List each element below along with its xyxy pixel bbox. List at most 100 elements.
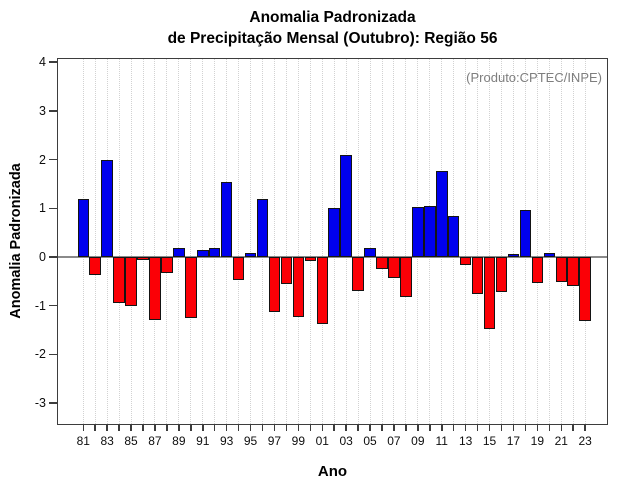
gridline <box>273 59 275 424</box>
gridline <box>154 59 156 424</box>
x-axis-tick <box>166 424 168 431</box>
y-axis-tick-label: -2 <box>34 347 46 362</box>
y-axis-tick-label: 0 <box>39 250 46 264</box>
x-axis-tick <box>249 424 252 431</box>
x-axis-tick <box>333 424 335 431</box>
gridline <box>357 59 359 424</box>
x-axis-tick-label: 03 <box>339 434 353 448</box>
y-axis-tick-label: -1 <box>34 298 46 313</box>
x-axis-tick <box>452 424 455 431</box>
gridline <box>548 59 550 424</box>
gridline <box>166 59 168 424</box>
x-axis-tick-label: 19 <box>530 434 545 448</box>
y-axis-tick <box>49 158 58 161</box>
bar <box>328 208 340 257</box>
bar <box>173 247 185 257</box>
x-axis-tick-label: 21 <box>554 434 568 448</box>
bar <box>471 257 484 294</box>
bar <box>232 257 245 281</box>
bar <box>89 257 101 276</box>
x-axis-tick <box>237 424 240 431</box>
bar <box>364 247 376 257</box>
bar <box>244 253 257 257</box>
bar <box>125 257 137 307</box>
bar <box>352 257 364 291</box>
x-axis-tick <box>142 424 144 431</box>
bar <box>436 170 448 257</box>
y-axis-tick <box>49 207 58 210</box>
x-axis-tick <box>488 424 491 431</box>
x-axis-tick-label: 91 <box>196 434 210 448</box>
bar <box>531 257 544 283</box>
gridline <box>477 59 479 424</box>
x-axis-tick <box>309 424 312 431</box>
x-axis-tick <box>225 424 228 431</box>
y-axis-title: Anomalia Padronizada <box>8 163 24 319</box>
gridline <box>381 59 383 424</box>
x-axis-tick <box>500 424 503 431</box>
bar <box>101 159 113 257</box>
y-axis-tick <box>49 256 58 258</box>
gridline <box>560 59 562 424</box>
chart-title-line2: de Precipitação Mensal (Outubro): Região… <box>167 30 498 47</box>
gridline <box>393 59 395 424</box>
gridline <box>285 59 287 424</box>
bar <box>376 257 388 270</box>
x-axis-tick <box>178 424 180 431</box>
x-axis-tick <box>94 424 96 431</box>
x-axis-tick-label: 05 <box>363 434 377 448</box>
bar <box>113 257 125 303</box>
gridline <box>584 59 586 424</box>
gridline <box>369 59 371 424</box>
y-axis-tick <box>49 304 58 307</box>
x-axis-tick-label: 97 <box>267 434 282 448</box>
x-axis-tick <box>82 424 84 431</box>
gridline <box>202 59 204 424</box>
gridline <box>130 59 132 424</box>
bar <box>197 250 209 257</box>
gridline <box>536 59 538 424</box>
bar <box>447 215 460 257</box>
x-axis-tick <box>536 424 539 431</box>
x-axis-tick <box>285 424 288 431</box>
plot-area: 4 3 2 1 0 -1 -2 -3 81 83 85 87 89 91 93 95 97 99 01 03 05 07 0… <box>35 55 608 447</box>
x-axis-tick <box>213 424 216 431</box>
x-axis-tick-label: 85 <box>124 434 138 448</box>
x-axis-tick-label: 13 <box>458 434 473 448</box>
bar <box>292 257 305 318</box>
x-axis-tick-label: 99 <box>291 434 306 448</box>
x-axis-tick <box>417 424 419 431</box>
bar <box>208 247 221 257</box>
x-axis-tick <box>429 424 431 431</box>
x-axis-tick <box>118 424 120 431</box>
x-axis-tick <box>297 424 300 431</box>
zero-line <box>58 256 607 258</box>
y-axis-tick <box>49 61 58 63</box>
x-axis-tick <box>106 424 108 431</box>
x-axis-tick-label: 23 <box>578 434 592 448</box>
x-axis-tick <box>130 424 132 431</box>
bar <box>220 181 233 257</box>
y-axis-tick <box>49 402 58 404</box>
bar <box>137 257 149 260</box>
chart-title: Anomalia Padronizada de Precipitação Men… <box>57 7 608 49</box>
bar <box>424 205 436 257</box>
bar <box>280 257 293 285</box>
bar <box>316 257 328 325</box>
y-axis-tick-label: -3 <box>34 396 46 411</box>
x-axis-tick <box>441 424 443 431</box>
x-axis-tick <box>381 424 383 431</box>
gridline <box>94 59 96 424</box>
y-axis-tick <box>49 353 58 356</box>
gridline <box>501 59 502 424</box>
x-axis-tick-label: 01 <box>315 434 329 448</box>
gridline <box>321 59 323 424</box>
gridline <box>250 59 252 424</box>
bar <box>340 154 352 257</box>
x-axis-tick <box>512 424 515 431</box>
y-axis-tick <box>49 110 58 112</box>
chart-title-line1: Anomalia Padronizada <box>249 9 416 26</box>
bar <box>256 198 269 257</box>
x-axis-tick <box>405 424 407 431</box>
bar <box>579 257 591 322</box>
